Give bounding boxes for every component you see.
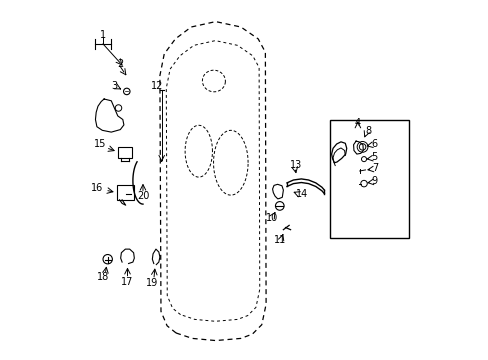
Text: 16: 16 — [91, 183, 103, 193]
Text: 15: 15 — [93, 139, 106, 149]
Text: 10: 10 — [265, 213, 277, 223]
Text: 17: 17 — [121, 276, 133, 287]
Text: 20: 20 — [137, 191, 149, 201]
Bar — [329, 120, 408, 238]
Text: 9: 9 — [371, 176, 377, 186]
Text: 19: 19 — [145, 278, 158, 288]
Text: 14: 14 — [295, 189, 307, 199]
Text: 7: 7 — [371, 163, 378, 174]
Text: 8: 8 — [364, 126, 370, 136]
Text: 2: 2 — [117, 59, 123, 69]
Text: 3: 3 — [111, 81, 117, 91]
Text: 11: 11 — [274, 235, 286, 246]
Text: 5: 5 — [370, 152, 376, 162]
Text: 18: 18 — [97, 272, 109, 282]
Text: 12: 12 — [151, 81, 163, 91]
Text: 1: 1 — [100, 30, 106, 40]
Text: 6: 6 — [370, 139, 376, 149]
Text: 13: 13 — [289, 160, 301, 170]
Text: 4: 4 — [354, 118, 360, 128]
